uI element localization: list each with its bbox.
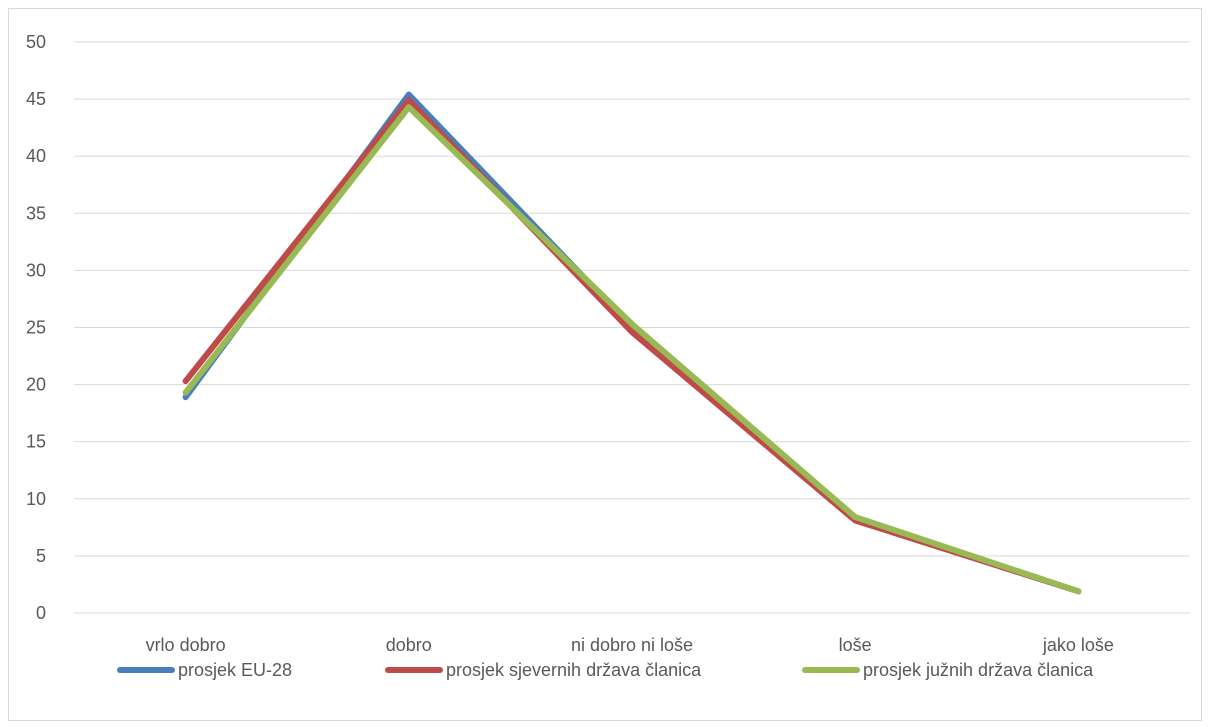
legend-label: prosjek sjevernih država članica — [446, 660, 702, 680]
y-tick-label: 40 — [26, 146, 46, 166]
x-tick-label: ni dobro ni loše — [571, 635, 693, 655]
series-lines — [182, 91, 1082, 595]
gridlines — [74, 41, 1190, 614]
y-tick-label: 5 — [36, 546, 46, 566]
legend-item-1: prosjek EU-28 — [117, 660, 292, 680]
series-line-2 — [182, 97, 1082, 595]
legend-label: prosjek južnih država članica — [863, 660, 1094, 680]
y-axis-ticks: 0 5 10 15 20 25 30 35 40 45 50 — [26, 32, 46, 623]
x-tick-label: loše — [839, 635, 872, 655]
x-axis-ticks: vrlo dobro dobro ni dobro ni loše loše jako … — [146, 635, 1114, 655]
x-tick-label: jako loše — [1042, 635, 1114, 655]
legend-item-3: prosjek južnih država članica — [802, 660, 1094, 680]
x-tick-label: vrlo dobro — [146, 635, 226, 655]
y-tick-label: 15 — [26, 432, 46, 452]
y-tick-label: 20 — [26, 375, 46, 395]
y-tick-label: 35 — [26, 203, 46, 223]
y-tick-label: 45 — [26, 89, 46, 109]
y-tick-label: 50 — [26, 32, 46, 52]
legend-label: prosjek EU-28 — [178, 660, 292, 680]
y-tick-label: 0 — [36, 603, 46, 623]
legend-item-2: prosjek sjevernih država članica — [385, 660, 702, 680]
y-tick-label: 25 — [26, 318, 46, 338]
y-tick-label: 30 — [26, 260, 46, 280]
series-line-1 — [182, 91, 1082, 595]
y-tick-label: 10 — [26, 489, 46, 509]
x-tick-label: dobro — [386, 635, 432, 655]
legend: prosjek EU-28 prosjek sjevernih država čl… — [117, 660, 1094, 680]
series-line-3 — [182, 104, 1082, 595]
